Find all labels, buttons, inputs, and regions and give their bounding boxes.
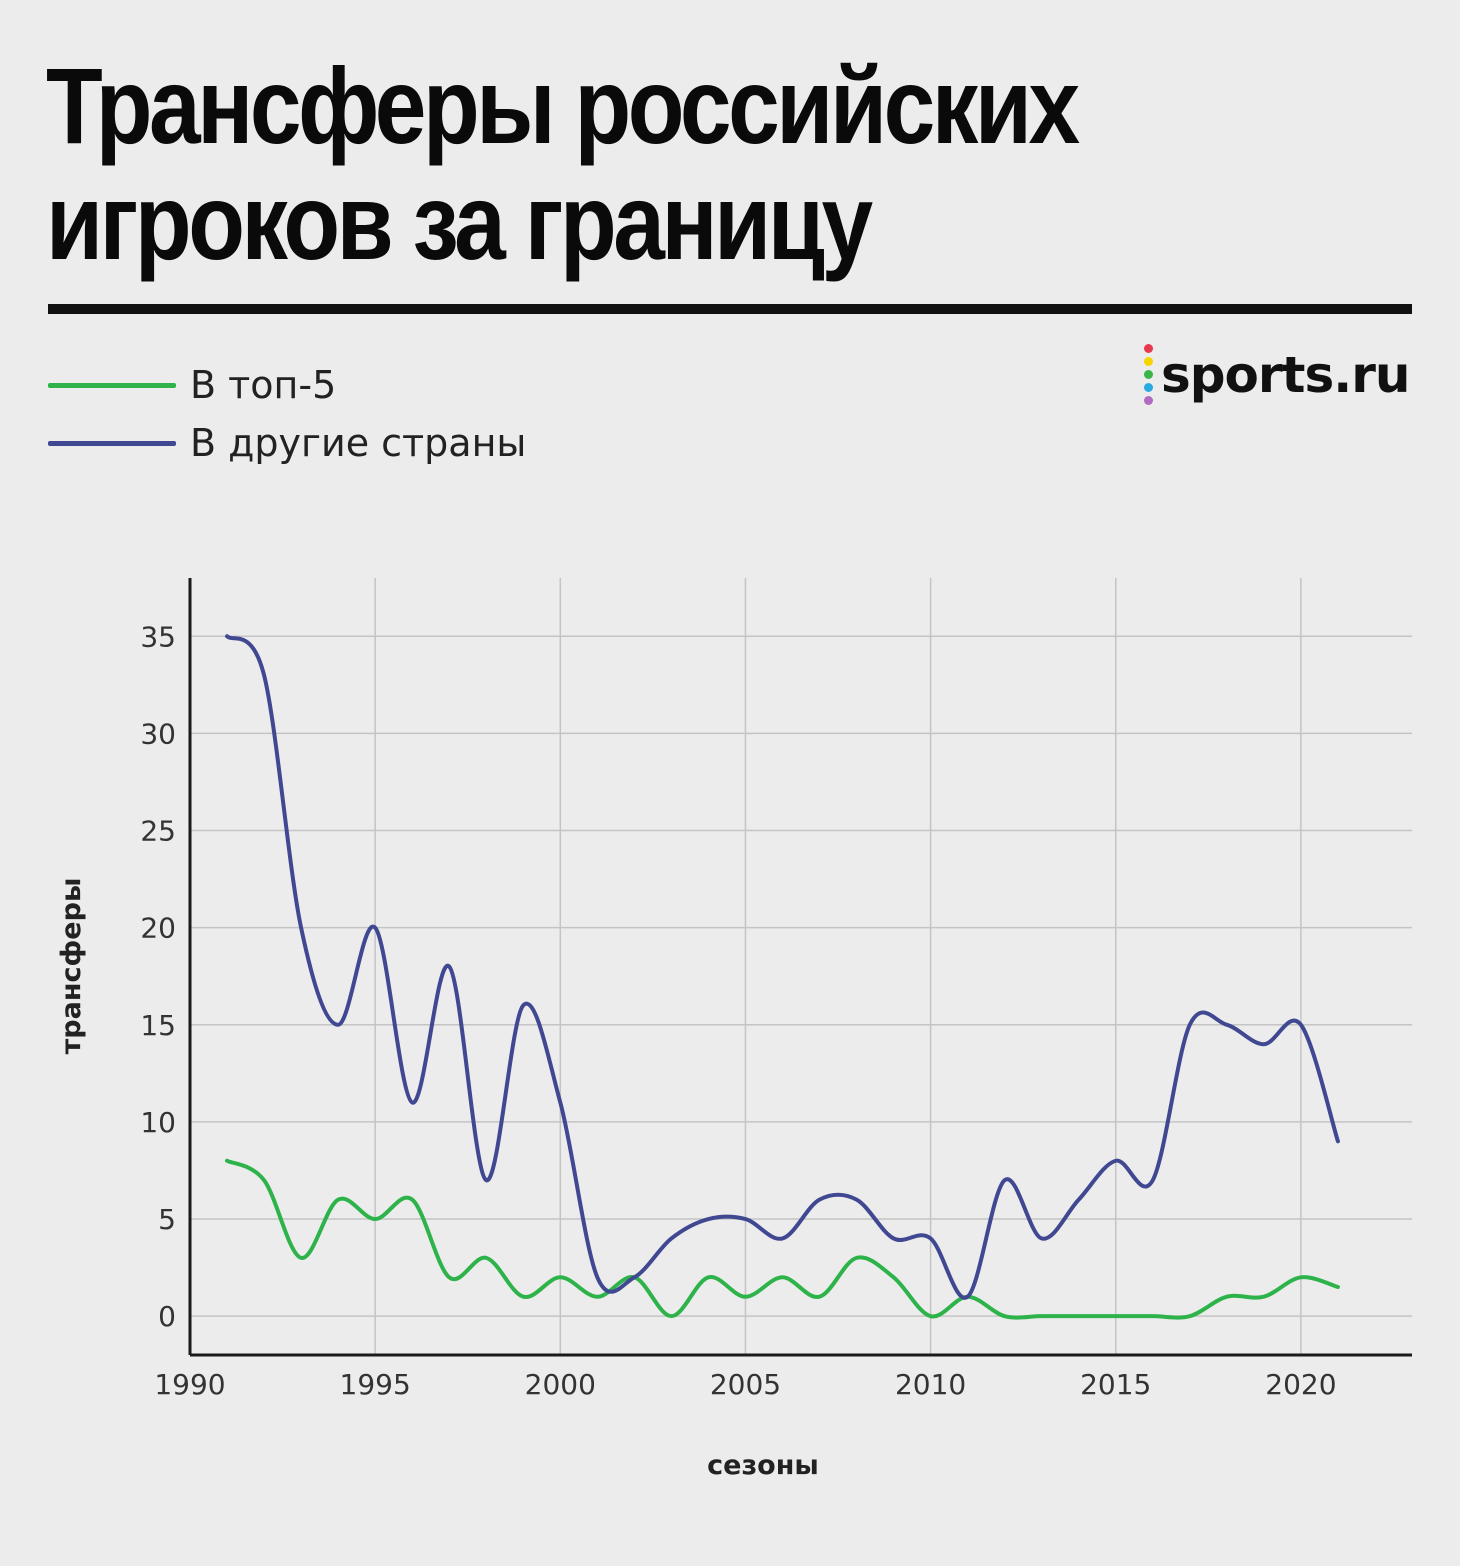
y-tick-label: 30	[140, 717, 176, 750]
x-tick-label: 2020	[1265, 1368, 1336, 1401]
logo-dot	[1144, 357, 1153, 366]
y-tick-label: 35	[140, 620, 176, 653]
y-tick-label: 20	[140, 912, 176, 945]
chart-title: Трансферы российских игроков за границу	[46, 45, 1080, 282]
x-tick-label: 2015	[1080, 1368, 1151, 1401]
y-tick-label: 15	[140, 1009, 176, 1042]
legend-item-other: В другие страны	[48, 414, 526, 472]
logo-dots-icon	[1144, 342, 1153, 407]
x-tick-label: 2000	[525, 1368, 596, 1401]
y-axis-title: трансферы	[56, 878, 87, 1055]
sports-ru-logo: sports.ru	[1144, 342, 1410, 407]
tick-labels: 0 5 10 15 20 25 30 35 1990 1995 2000 2005 2010 2015 20…	[140, 620, 1336, 1401]
legend-label-top5: В топ-5	[190, 363, 337, 407]
logo-dot	[1144, 396, 1153, 405]
logo-dot	[1144, 370, 1153, 379]
logo-text: sports.ru	[1161, 345, 1410, 404]
y-tick-label: 25	[140, 815, 176, 848]
x-tick-label: 1995	[340, 1368, 411, 1401]
grid	[189, 578, 1412, 1355]
legend-swatch-other	[48, 440, 176, 446]
legend-label-other: В другие страны	[190, 421, 527, 465]
y-tick-label: 0	[158, 1300, 176, 1333]
legend: В топ-5 В другие страны	[48, 356, 526, 472]
series-lines	[225, 634, 1340, 1320]
x-tick-label: 1990	[154, 1368, 225, 1401]
axes	[188, 578, 1412, 1357]
x-axis-title: сезоны	[707, 1450, 819, 1481]
logo-dot	[1144, 383, 1153, 392]
x-tick-label: 2005	[710, 1368, 781, 1401]
legend-swatch-top5	[48, 382, 176, 388]
x-tick-label: 2010	[895, 1368, 966, 1401]
logo-dot	[1144, 344, 1153, 353]
y-tick-label: 5	[158, 1203, 176, 1236]
series-line-other	[225, 634, 1340, 1300]
legend-item-top5: В топ-5	[48, 356, 526, 414]
y-tick-label: 10	[140, 1106, 176, 1139]
title-divider	[48, 304, 1412, 314]
series-line-top5	[225, 1158, 1340, 1320]
